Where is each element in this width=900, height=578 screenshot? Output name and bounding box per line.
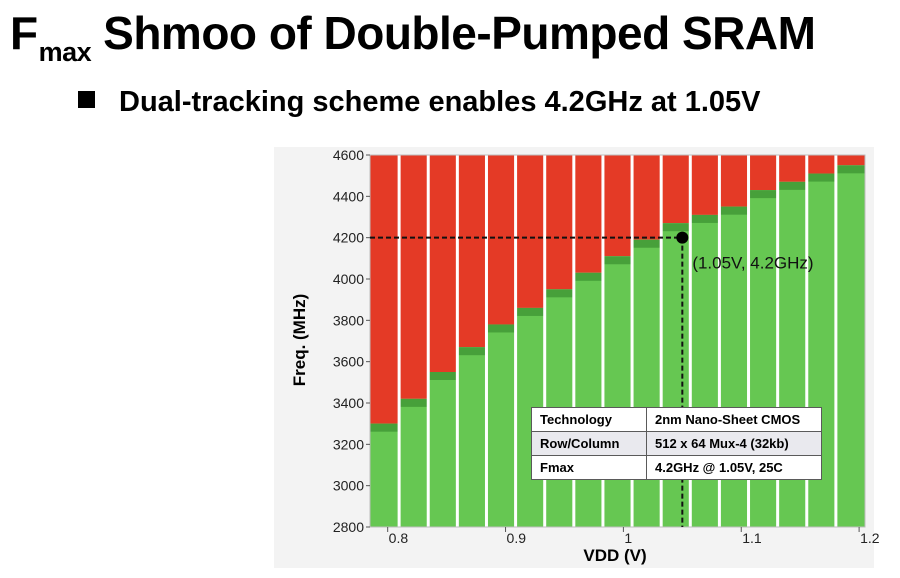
y-tick-label: 3600 bbox=[333, 354, 364, 370]
x-axis-ticks: 0.8 0.9 1 1.1 1.2 bbox=[387, 527, 880, 546]
bullet-point: Dual-tracking scheme enables 4.2GHz at 1… bbox=[78, 86, 761, 119]
y-tick-label: 3000 bbox=[333, 478, 364, 494]
x-tick-label: 0.9 bbox=[507, 530, 527, 546]
bullet-text: Dual-tracking scheme enables 4.2GHz at 1… bbox=[119, 86, 761, 118]
slide-title: Fmax Shmoo of Double-Pumped SRAM bbox=[10, 6, 816, 68]
x-tick-label: 1 bbox=[624, 530, 632, 546]
pass-boundary bbox=[370, 423, 400, 432]
plot-frame bbox=[369, 154, 866, 528]
fail-region bbox=[835, 155, 865, 166]
y-tick-label: 4400 bbox=[333, 188, 364, 204]
fail-region bbox=[544, 155, 574, 290]
y-tick-label: 4000 bbox=[333, 271, 364, 287]
fail-region bbox=[777, 155, 807, 182]
fail-region bbox=[632, 155, 662, 240]
y-tick-label: 2800 bbox=[333, 519, 364, 535]
title-rest: Shmoo of Double-Pumped SRAM bbox=[103, 7, 816, 59]
pass-boundary bbox=[457, 347, 487, 356]
title-main: F bbox=[10, 7, 38, 59]
pass-boundary bbox=[719, 206, 749, 215]
fail-region bbox=[399, 155, 429, 399]
y-tick-label: 3800 bbox=[333, 312, 364, 328]
annotation-label: (1.05V, 4.2GHz) bbox=[692, 254, 813, 273]
fail-region bbox=[719, 155, 749, 207]
fail-region bbox=[428, 155, 458, 372]
spec-key: Row/Column bbox=[531, 431, 647, 456]
pass-region bbox=[835, 165, 865, 528]
pass-boundary bbox=[486, 324, 516, 333]
pass-boundary bbox=[602, 256, 633, 265]
pass-boundary bbox=[573, 272, 603, 281]
pass-boundary bbox=[661, 223, 691, 232]
spec-value: 2nm Nano-Sheet CMOS bbox=[646, 407, 822, 432]
pass-region bbox=[399, 398, 429, 527]
y-tick-label: 3400 bbox=[333, 395, 364, 411]
table-row: Fmax 4.2GHz @ 1.05V, 25C bbox=[531, 455, 822, 480]
pass-boundary bbox=[806, 173, 836, 182]
table-row: Row/Column 512 x 64 Mux-4 (32kb) bbox=[531, 431, 822, 456]
pass-boundary bbox=[748, 190, 778, 199]
x-tick-label: 0.8 bbox=[389, 530, 409, 546]
pass-boundary bbox=[515, 307, 545, 316]
pass-region bbox=[428, 372, 458, 527]
pass-boundary bbox=[399, 398, 429, 407]
spec-key: Technology bbox=[531, 407, 647, 432]
fail-region bbox=[515, 155, 545, 308]
pass-region bbox=[370, 423, 400, 527]
y-axis-ticks: 2800 3000 3200 3400 3600 3800 4000 4200 4400 4600 bbox=[333, 147, 370, 535]
pass-region bbox=[457, 347, 487, 527]
pass-region bbox=[573, 272, 603, 527]
pass-boundary bbox=[428, 372, 458, 380]
fail-region bbox=[690, 155, 720, 215]
title-subscript: max bbox=[38, 37, 92, 67]
fail-region bbox=[806, 155, 836, 174]
table-row: Technology 2nm Nano-Sheet CMOS bbox=[531, 407, 822, 432]
pass-region bbox=[602, 256, 633, 527]
x-axis-title: VDD (V) bbox=[583, 546, 646, 565]
fail-region bbox=[370, 155, 400, 424]
fail-region bbox=[661, 155, 691, 224]
pass-boundary bbox=[544, 289, 574, 298]
pass-boundary bbox=[777, 181, 807, 190]
spec-key: Fmax bbox=[531, 455, 647, 480]
y-tick-label: 4200 bbox=[333, 230, 364, 246]
y-axis-title: Freq. (MHz) bbox=[290, 294, 309, 387]
spec-table: Technology 2nm Nano-Sheet CMOS Row/Colum… bbox=[531, 407, 822, 480]
pass-region bbox=[661, 223, 691, 527]
spec-value: 4.2GHz @ 1.05V, 25C bbox=[646, 455, 822, 480]
spec-value: 512 x 64 Mux-4 (32kb) bbox=[646, 431, 822, 456]
fail-region bbox=[748, 155, 778, 191]
pass-boundary bbox=[690, 214, 720, 223]
annotation-point bbox=[676, 231, 689, 244]
bullet-square-icon bbox=[78, 91, 95, 108]
fail-region bbox=[602, 155, 633, 257]
pass-region bbox=[486, 324, 516, 527]
x-tick-label: 1.2 bbox=[860, 530, 880, 546]
fail-region bbox=[573, 155, 603, 273]
pass-region bbox=[632, 239, 662, 527]
y-tick-label: 4600 bbox=[333, 147, 364, 163]
pass-boundary bbox=[835, 165, 865, 174]
x-tick-label: 1.1 bbox=[742, 530, 762, 546]
y-tick-label: 3200 bbox=[333, 436, 364, 452]
fail-region bbox=[457, 155, 487, 348]
pass-boundary bbox=[632, 239, 662, 248]
fail-region bbox=[486, 155, 516, 325]
annotation-group: (1.05V, 4.2GHz) bbox=[370, 231, 814, 527]
